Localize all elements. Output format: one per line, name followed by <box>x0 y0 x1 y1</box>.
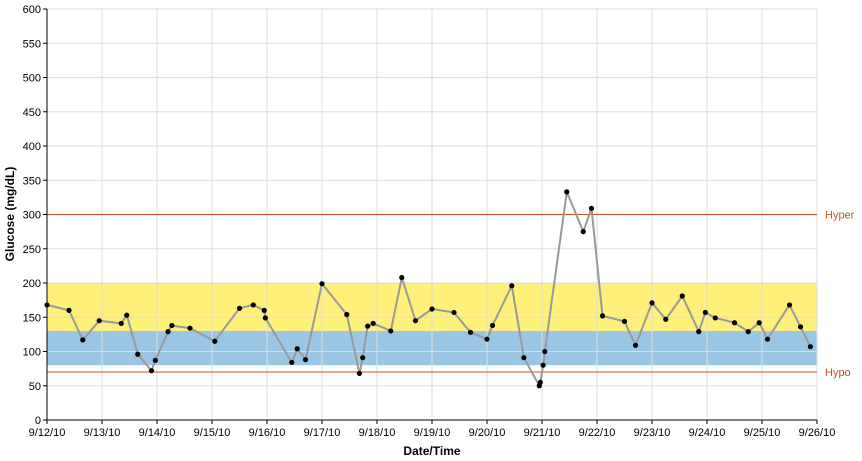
x-tick-label: 9/24/10 <box>689 427 726 439</box>
data-point <box>451 309 457 316</box>
data-point <box>212 338 218 344</box>
data-point <box>702 309 708 316</box>
data-point <box>807 344 814 350</box>
data-point <box>44 302 50 308</box>
data-point <box>696 329 702 335</box>
x-tick-label: 9/13/10 <box>84 427 121 439</box>
data-point <box>135 351 141 357</box>
y-tick-label: 250 <box>23 244 41 256</box>
data-point <box>294 346 300 352</box>
y-tick-label: 0 <box>35 415 41 427</box>
x-axis-title: Date/Time <box>403 444 460 458</box>
x-tick-label: 9/18/10 <box>359 427 396 439</box>
x-tick-label: 9/23/10 <box>634 427 671 439</box>
data-point <box>580 229 586 235</box>
data-point <box>261 307 267 313</box>
data-point <box>169 322 175 329</box>
data-point <box>262 315 268 321</box>
y-tick-label: 400 <box>23 141 41 153</box>
x-tick-label: 9/17/10 <box>304 427 341 439</box>
x-tick-label: 9/12/10 <box>29 427 66 439</box>
data-point <box>540 362 546 368</box>
data-point <box>489 322 496 329</box>
data-point <box>786 302 793 308</box>
threshold-label-hypo: Hypo <box>825 367 851 379</box>
data-point <box>360 355 366 361</box>
data-point <box>621 318 628 324</box>
data-point <box>356 370 362 377</box>
y-tick-label: 500 <box>23 73 41 85</box>
data-point <box>731 320 738 326</box>
y-tick-label: 550 <box>23 38 41 50</box>
x-tick-label: 9/26/10 <box>799 427 836 439</box>
data-point <box>632 342 639 348</box>
data-point <box>797 324 804 330</box>
y-tick-labels: 0 50 100 150 200 250 300 350 400 450 500 550 600 <box>23 4 47 427</box>
data-point <box>467 329 474 335</box>
x-tick-labels: 9/12/10 9/13/10 9/14/10 9/15/10 9/16/10 9/17/… <box>29 420 836 439</box>
data-point <box>66 307 72 313</box>
data-point <box>399 274 405 281</box>
data-point <box>344 311 350 318</box>
data-point <box>302 357 309 363</box>
x-tick-label: 9/14/10 <box>139 427 176 439</box>
y-axis-title: Glucose (mg/dL) <box>3 167 17 262</box>
x-tick-label: 9/21/10 <box>524 427 561 439</box>
data-point <box>429 306 435 312</box>
y-tick-label: 150 <box>23 312 41 324</box>
y-tick-label: 450 <box>23 107 41 119</box>
x-tick-label: 9/19/10 <box>414 427 451 439</box>
data-point <box>679 293 685 299</box>
data-point <box>649 300 655 306</box>
data-point <box>165 329 171 335</box>
x-tick-label: 9/20/10 <box>469 427 506 439</box>
data-point <box>509 283 515 289</box>
data-point <box>542 348 548 355</box>
data-point <box>484 336 490 342</box>
data-point <box>588 205 595 211</box>
x-tick-label: 9/15/10 <box>194 427 231 439</box>
data-point <box>319 281 325 287</box>
data-point <box>599 313 606 319</box>
data-point <box>152 357 158 364</box>
threshold-label-hyper: Hyper <box>825 210 855 222</box>
data-point <box>756 320 762 326</box>
data-point <box>187 325 193 331</box>
data-point <box>764 336 771 342</box>
data-point <box>289 359 295 366</box>
y-tick-label: 50 <box>29 381 41 393</box>
data-point <box>124 312 130 318</box>
x-tick-label: 9/25/10 <box>744 427 781 439</box>
threshold-lines: Hyper Hypo <box>47 210 855 379</box>
glucose-series <box>44 189 814 389</box>
data-point <box>521 355 527 361</box>
data-point <box>388 328 394 334</box>
y-tick-label: 600 <box>23 4 41 16</box>
data-point <box>370 320 376 327</box>
data-point <box>712 315 718 321</box>
data-point <box>564 189 570 195</box>
y-tick-label: 300 <box>23 210 41 222</box>
data-point <box>80 337 86 343</box>
data-point <box>250 302 256 308</box>
data-point <box>236 305 243 311</box>
y-tick-label: 100 <box>23 347 41 359</box>
data-point <box>96 318 102 324</box>
data-point <box>537 379 543 385</box>
y-tick-label: 350 <box>23 175 41 187</box>
x-tick-label: 9/22/10 <box>579 427 616 439</box>
data-point <box>148 368 155 374</box>
data-point <box>118 320 124 327</box>
x-tick-label: 9/16/10 <box>249 427 286 439</box>
data-point <box>365 323 371 329</box>
data-point <box>412 318 419 324</box>
data-point <box>745 329 751 335</box>
data-point <box>663 316 669 322</box>
y-tick-label: 200 <box>23 278 41 290</box>
